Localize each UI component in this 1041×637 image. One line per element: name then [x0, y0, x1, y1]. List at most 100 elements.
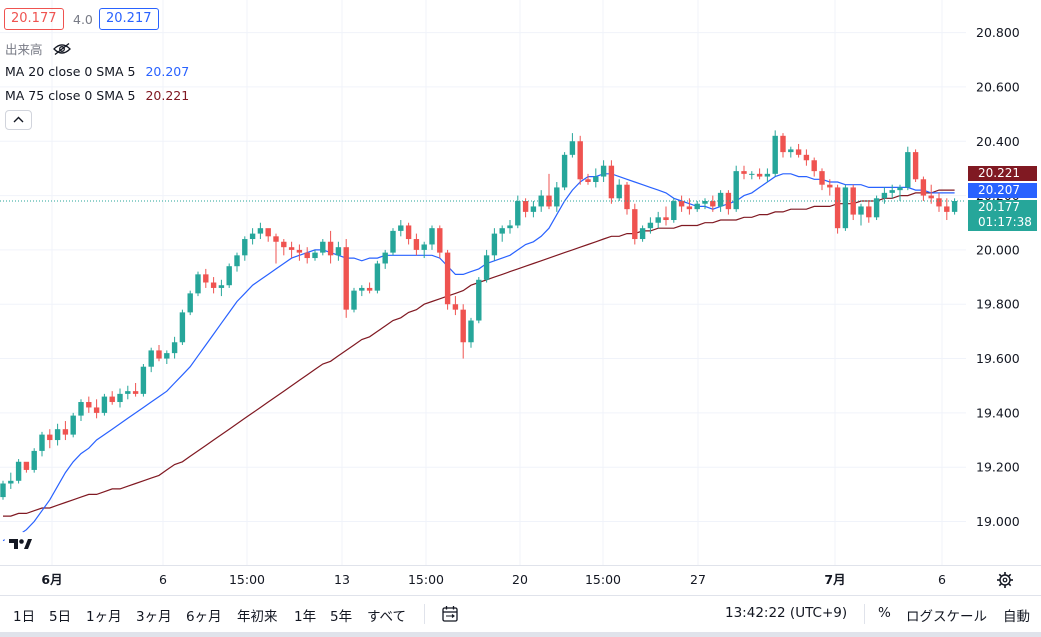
candle — [616, 179, 622, 202]
candle — [429, 225, 435, 250]
time-tick-label: 15:00 — [585, 572, 621, 587]
candle — [413, 233, 420, 256]
candle — [694, 201, 700, 212]
candle — [795, 143, 802, 158]
range-ytd-button[interactable]: 年初来 — [237, 609, 278, 625]
candle — [780, 133, 786, 158]
candle — [842, 184, 849, 231]
candle — [437, 225, 443, 259]
time-tick-label: 15:00 — [408, 572, 444, 587]
gear-icon[interactable] — [997, 572, 1013, 588]
candle — [444, 249, 451, 310]
candle — [499, 225, 505, 242]
candle — [288, 241, 295, 259]
candle — [639, 225, 646, 242]
ma75-value: 20.221 — [145, 88, 190, 103]
ma20-value: 20.207 — [145, 64, 190, 79]
candle — [507, 220, 513, 234]
eye-hidden-icon[interactable] — [52, 42, 71, 56]
time-tick-label: 27 — [690, 572, 706, 587]
tradingview-logo-icon[interactable] — [4, 532, 34, 556]
percent-toggle[interactable]: % — [878, 605, 891, 621]
candle — [125, 385, 131, 400]
candle — [920, 176, 927, 202]
candle — [546, 173, 552, 210]
range-all-button[interactable]: すべて — [367, 609, 407, 625]
candle — [686, 198, 693, 215]
candle — [31, 448, 37, 473]
time-axis-labels[interactable]: 6月 6 15:00 13 15:00 20 15:00 27 7月 6 — [41, 572, 946, 587]
candle — [577, 135, 583, 185]
price-chart[interactable]: 20.80020.60020.40020.20020.00019.80019.6… — [0, 0, 1041, 596]
toolbar-divider — [0, 595, 1041, 596]
candle — [8, 472, 14, 489]
candle — [390, 228, 396, 256]
candle — [374, 260, 381, 294]
candle — [678, 195, 685, 212]
time-tick-label: 6 — [938, 572, 946, 587]
candle — [944, 198, 950, 221]
bar-countdown: 01:17:38 — [978, 215, 1032, 229]
candle — [54, 423, 61, 446]
range-5d-button[interactable]: 5日 — [49, 609, 72, 625]
date-range-icon[interactable] — [441, 605, 459, 623]
candle — [132, 383, 139, 397]
range-6m-button[interactable]: 6ヶ月 — [186, 609, 222, 625]
candle — [702, 198, 708, 210]
candle — [476, 277, 482, 324]
candle — [819, 168, 825, 191]
candle — [858, 203, 864, 226]
candle — [203, 268, 209, 288]
candle — [273, 233, 279, 264]
volume-legend[interactable]: 出来高 — [5, 39, 71, 58]
candle — [265, 228, 271, 242]
auto-scale-toggle[interactable]: 自動 — [1003, 609, 1030, 625]
candle — [561, 152, 568, 191]
candle — [93, 399, 100, 419]
clock-timezone[interactable]: 13:42:22 (UTC+9) — [725, 605, 848, 621]
candle — [156, 344, 162, 362]
candle — [86, 396, 92, 413]
bottom-toolbar: 1日 5日 1ヶ月 3ヶ月 6ヶ月 年初来 1年 5年 すべて 13:42:22… — [0, 596, 1041, 632]
candle — [335, 241, 342, 261]
range-5y-button[interactable]: 5年 — [330, 609, 353, 625]
collapse-legend-button[interactable] — [5, 110, 32, 130]
candle — [866, 201, 872, 223]
candle — [109, 391, 115, 405]
candle — [405, 222, 412, 245]
time-tick-label: 13 — [334, 572, 350, 587]
range-1y-button[interactable]: 1年 — [294, 609, 317, 625]
ask-price-button[interactable]: 20.217 — [99, 8, 159, 30]
range-1d-button[interactable]: 1日 — [13, 609, 36, 625]
toolbar-separator — [424, 604, 425, 624]
ma20-legend[interactable]: MA 20 close 0 SMA 5 20.207 — [5, 64, 189, 79]
candle — [23, 461, 30, 473]
price-tick-label: 20.000 — [976, 242, 1020, 257]
candle — [608, 160, 615, 204]
candle — [242, 236, 248, 261]
ma75-price-tag: 20.221 — [968, 166, 1037, 181]
candle — [928, 184, 934, 204]
time-tick-label: 6 — [159, 572, 167, 587]
bid-price-button[interactable]: 20.177 — [4, 8, 64, 30]
candle — [359, 285, 365, 297]
range-3m-button[interactable]: 3ヶ月 — [136, 609, 172, 625]
candle — [218, 279, 225, 297]
candle — [764, 168, 771, 182]
ma75-label: MA 75 close 0 SMA 5 — [5, 88, 136, 103]
candle — [936, 192, 942, 212]
candle — [39, 431, 45, 457]
log-scale-toggle[interactable]: ログスケール — [906, 609, 987, 625]
candle — [710, 195, 716, 212]
candle — [600, 160, 607, 182]
candle — [249, 228, 256, 245]
candle — [421, 241, 427, 259]
ma75-legend[interactable]: MA 75 close 0 SMA 5 20.221 — [5, 88, 189, 103]
candle — [281, 239, 287, 256]
price-tick-label: 20.400 — [976, 134, 1020, 149]
candle — [733, 165, 739, 212]
price-axis-ticks[interactable]: 20.80020.60020.40020.20020.00019.80019.6… — [976, 25, 1020, 529]
range-1m-button[interactable]: 1ヶ月 — [86, 609, 122, 625]
candle — [78, 399, 84, 422]
candle — [491, 228, 498, 261]
